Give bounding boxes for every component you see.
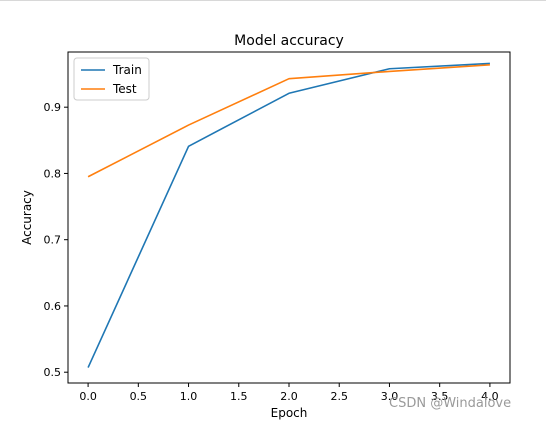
legend-label-test: Test [112,82,137,96]
x-tick-label: 1.5 [230,390,248,403]
x-tick-label: 3.0 [381,390,399,403]
top-border [0,0,546,1]
x-tick-label: 0.5 [130,390,148,403]
x-tick-label: 3.5 [431,390,449,403]
x-axis-label: Epoch [271,406,308,420]
series-line-train [87,62,490,368]
series-line-test [87,63,490,178]
y-tick-label: 0.5 [44,366,62,379]
legend-label-train: Train [112,63,142,77]
x-axis-ticks: 0.0 0.5 1.0 1.5 2.0 2.5 3.0 3.5 4.0 [79,383,499,403]
x-tick-label: 0.0 [79,390,97,403]
y-tick-label: 0.6 [44,300,62,313]
series-lines [87,62,490,368]
x-tick-label: 2.0 [280,390,298,403]
y-tick-label: 0.9 [44,101,62,114]
y-tick-label: 0.7 [44,234,62,247]
watermark-text: CSDN @Windalove [389,396,512,411]
x-tick-label: 4.0 [481,390,499,403]
x-tick-label: 1.0 [180,390,198,403]
legend: Train Test [73,57,150,101]
plot-area-frame [67,51,511,384]
y-tick-label: 0.8 [44,167,62,180]
y-axis-label: Accuracy [20,190,34,245]
chart-title: Model accuracy [234,33,344,49]
y-axis-ticks: 0.5 0.6 0.7 0.8 0.9 [44,101,68,379]
x-tick-label: 2.5 [330,390,348,403]
